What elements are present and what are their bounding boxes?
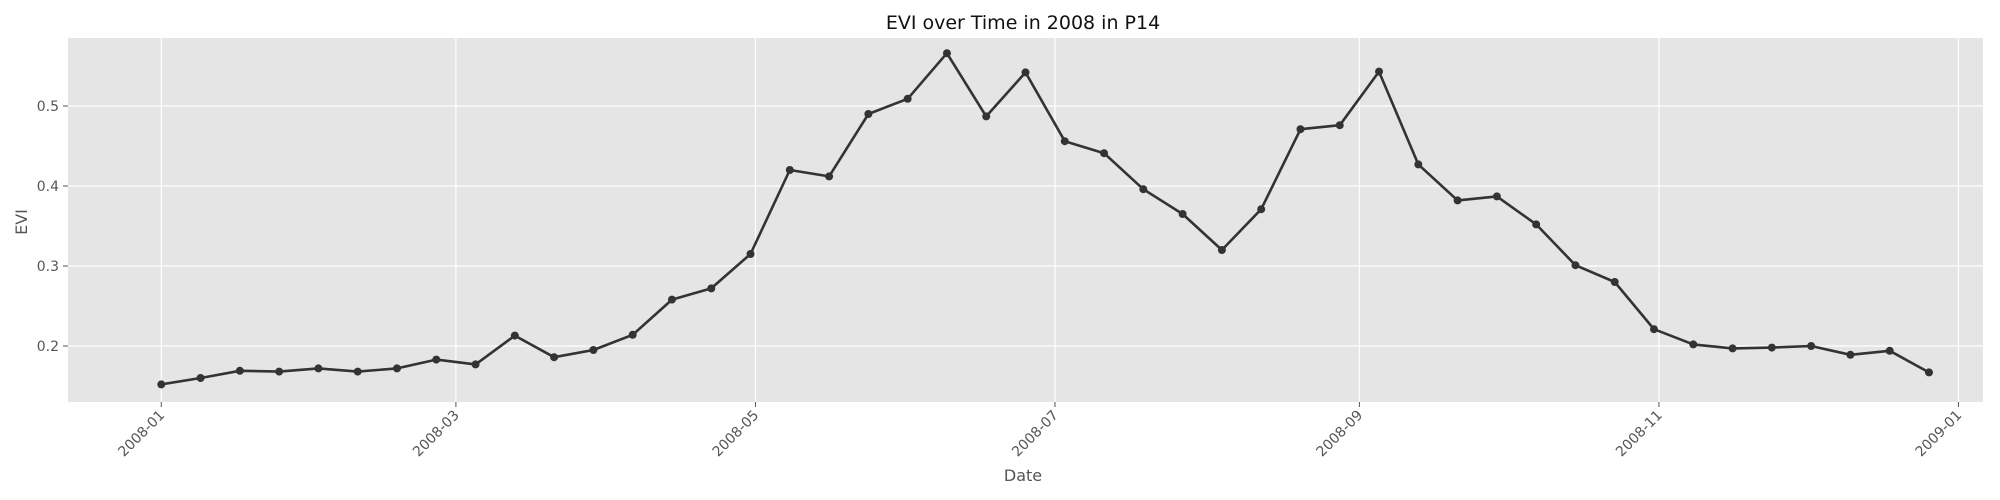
- data-point: [235, 366, 244, 375]
- data-point: [1375, 67, 1384, 76]
- data-point: [1807, 342, 1816, 350]
- data-point: [1532, 220, 1541, 229]
- data-point: [1257, 205, 1266, 214]
- data-point: [1178, 210, 1187, 218]
- y-axis-ticks: 0.2 0.3 0.4 0.5: [37, 99, 68, 355]
- data-point: [1846, 350, 1855, 359]
- data-point: [1414, 160, 1423, 169]
- data-point: [1335, 121, 1344, 130]
- data-point: [746, 250, 755, 258]
- x-tick-label: 2008-07: [1009, 408, 1062, 461]
- data-point: [1100, 149, 1109, 158]
- data-point: [1021, 68, 1030, 77]
- data-point: [432, 355, 441, 364]
- data-point: [1296, 125, 1305, 134]
- data-point: [1492, 192, 1501, 201]
- data-point: [982, 112, 991, 121]
- data-point: [1689, 340, 1698, 349]
- data-point: [785, 166, 794, 174]
- y-axis-label: EVI: [12, 209, 31, 235]
- y-tick-label: 0.5: [37, 99, 59, 115]
- x-tick-label: 2008-09: [1314, 408, 1367, 461]
- data-point: [392, 364, 401, 373]
- chart-title: EVI over Time in 2008 in P14: [886, 12, 1160, 34]
- x-tick-label: 2008-03: [410, 408, 463, 461]
- data-point: [628, 330, 637, 339]
- data-point: [157, 380, 166, 389]
- series-group: [157, 49, 1933, 389]
- data-point: [1060, 137, 1069, 146]
- y-tick-label: 0.3: [37, 259, 59, 275]
- data-point: [707, 284, 716, 293]
- data-point: [353, 367, 362, 376]
- data-point: [1924, 368, 1933, 377]
- data-point: [550, 353, 559, 362]
- data-point: [1650, 325, 1659, 334]
- data-point: [510, 331, 519, 340]
- data-point: [1453, 196, 1462, 205]
- data-point: [1610, 278, 1619, 286]
- x-axis-label: Date: [1004, 466, 1042, 485]
- data-point: [196, 374, 205, 382]
- data-point: [864, 110, 873, 118]
- data-point: [1767, 343, 1776, 352]
- y-tick-label: 0.4: [37, 179, 59, 195]
- y-tick-label: 0.2: [37, 339, 59, 355]
- x-tick-label: 2008-05: [710, 408, 763, 461]
- grid-lines: [68, 38, 1983, 402]
- data-point: [667, 295, 676, 304]
- data-point: [942, 49, 951, 58]
- data-point: [825, 172, 834, 181]
- x-tick-label: 2008-11: [1613, 408, 1666, 461]
- data-point: [903, 94, 912, 103]
- x-tick-label: 2009-01: [1913, 408, 1966, 461]
- data-point: [589, 346, 598, 354]
- data-point: [314, 364, 323, 373]
- x-axis-ticks: 2008-01 2008-03 2008-05 2008-07 2008-09 2008-…: [115, 402, 1965, 460]
- plot-area: [68, 38, 1983, 402]
- data-point: [1217, 246, 1226, 254]
- data-point: [275, 367, 284, 376]
- data-point: [1728, 344, 1737, 353]
- data-point: [1571, 261, 1580, 270]
- data-point: [1885, 346, 1894, 355]
- x-tick-label: 2008-01: [115, 408, 168, 461]
- series-line: [161, 51, 1930, 386]
- data-point: [471, 360, 480, 369]
- data-point: [1139, 185, 1148, 194]
